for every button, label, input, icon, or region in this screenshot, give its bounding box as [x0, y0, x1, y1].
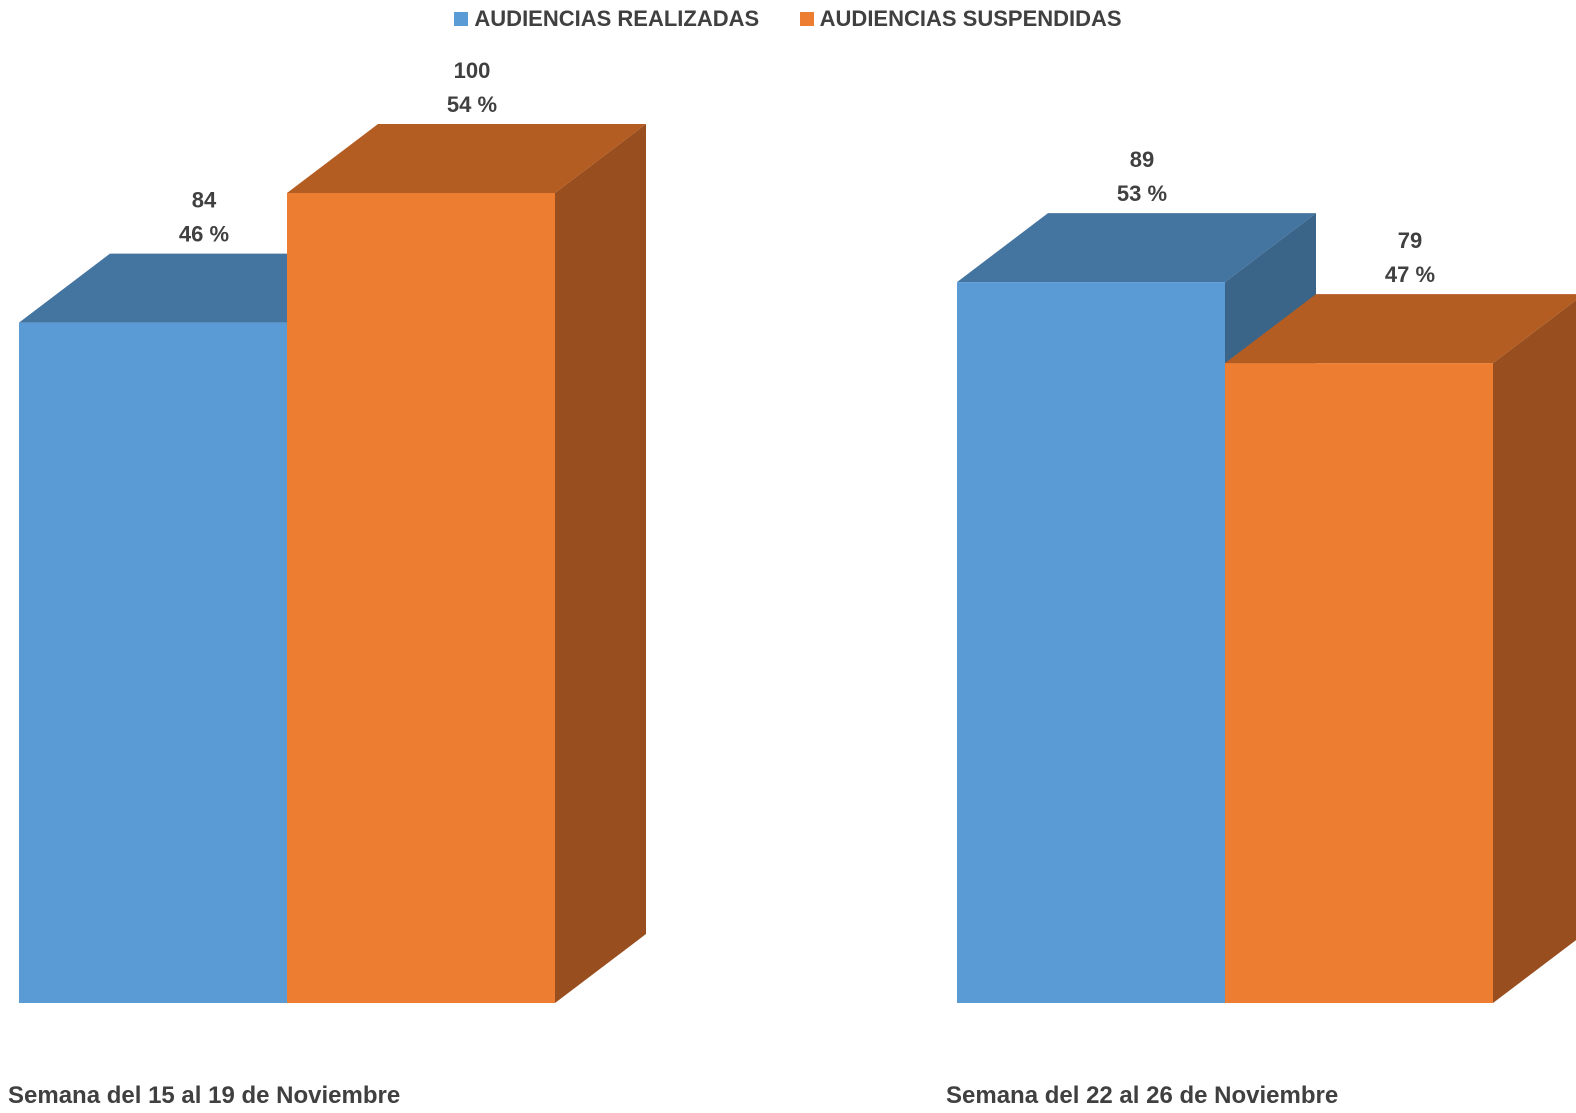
legend-swatch-suspendidas	[799, 12, 814, 26]
legend-label-suspendidas: AUDIENCIAS SUSPENDIDAS	[819, 6, 1122, 31]
bar-realizadas-1	[19, 322, 287, 1004]
bar-suspendidas-1	[287, 193, 555, 1003]
bar-suspendidas-2	[1225, 363, 1493, 1004]
bar-side-suspendidas-2	[1493, 300, 1576, 1003]
bar-top-suspendidas-1	[287, 124, 646, 193]
legend-item-realizadas: AUDIENCIAS REALIZADAS	[454, 6, 759, 32]
data-label-percent-suspendidas-1: 54 %	[447, 92, 497, 117]
chart-legend: AUDIENCIAS REALIZADAS AUDIENCIAS SUSPEND…	[0, 6, 1576, 32]
bar-realizadas-2	[957, 282, 1225, 1004]
category-label-1: Semana del 15 al 19 de Noviembre	[8, 1082, 400, 1109]
bar-top-realizadas-2	[957, 213, 1316, 283]
legend-label-realizadas: AUDIENCIAS REALIZADAS	[474, 6, 760, 31]
data-label-value-suspendidas-1: 100	[454, 58, 491, 83]
data-label-percent-suspendidas-2: 47 %	[1385, 262, 1435, 287]
bar-top-suspendidas-2	[1225, 294, 1576, 364]
category-label-2: Semana del 22 al 26 de Noviembre	[946, 1082, 1338, 1109]
data-label-value-suspendidas-2: 79	[1398, 228, 1422, 253]
data-label-percent-realizadas-2: 53 %	[1117, 181, 1167, 206]
data-label-value-realizadas-2: 89	[1130, 147, 1154, 172]
data-label-value-realizadas-1: 84	[192, 188, 217, 213]
bar-side-suspendidas-1	[555, 124, 646, 1003]
data-label-percent-realizadas-1: 46 %	[179, 222, 229, 247]
legend-item-suspendidas: AUDIENCIAS SUSPENDIDAS	[799, 6, 1122, 32]
legend-swatch-realizadas	[454, 12, 469, 26]
